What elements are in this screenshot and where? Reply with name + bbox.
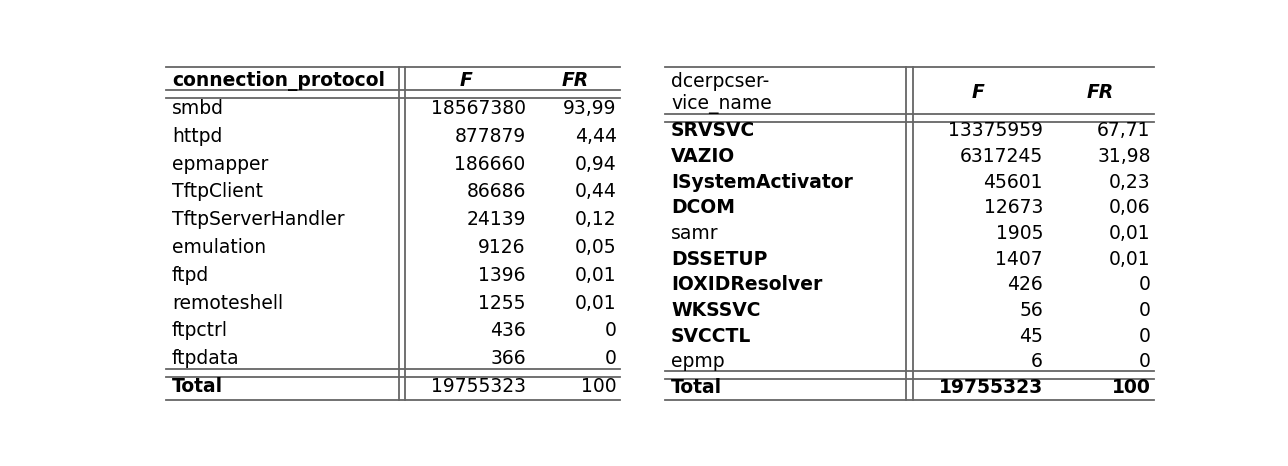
Text: 13375959: 13375959 xyxy=(948,121,1043,140)
Text: 0,06: 0,06 xyxy=(1109,199,1150,217)
Text: 18567380: 18567380 xyxy=(430,99,526,118)
Text: TftpServerHandler: TftpServerHandler xyxy=(173,210,345,229)
Text: httpd: httpd xyxy=(173,127,223,146)
Text: epmp: epmp xyxy=(671,352,725,371)
Text: 0,01: 0,01 xyxy=(1109,224,1150,243)
Text: 0,44: 0,44 xyxy=(574,182,617,201)
Text: 1396: 1396 xyxy=(478,266,526,285)
Text: 877879: 877879 xyxy=(455,127,526,146)
Text: 45: 45 xyxy=(1019,327,1043,346)
Text: ISystemActivator: ISystemActivator xyxy=(671,173,853,192)
Text: 12673: 12673 xyxy=(984,199,1043,217)
Text: SRVSVC: SRVSVC xyxy=(671,121,755,140)
Text: 100: 100 xyxy=(581,377,617,396)
Text: 0: 0 xyxy=(1139,352,1150,371)
Text: 31,98: 31,98 xyxy=(1097,147,1150,166)
Text: F: F xyxy=(460,71,473,90)
Text: ftpctrl: ftpctrl xyxy=(173,322,228,340)
Text: WKSSVC: WKSSVC xyxy=(671,301,761,320)
Text: F: F xyxy=(971,83,984,102)
Text: 67,71: 67,71 xyxy=(1097,121,1150,140)
Text: Total: Total xyxy=(671,378,723,397)
Text: 4,44: 4,44 xyxy=(574,127,617,146)
Text: 0,12: 0,12 xyxy=(574,210,617,229)
Text: 45601: 45601 xyxy=(984,173,1043,192)
Text: epmapper: epmapper xyxy=(173,155,268,173)
Text: 426: 426 xyxy=(1007,275,1043,295)
Text: SVCCTL: SVCCTL xyxy=(671,327,751,346)
Text: 0,01: 0,01 xyxy=(1109,250,1150,269)
Text: 56: 56 xyxy=(1019,301,1043,320)
Text: DCOM: DCOM xyxy=(671,199,735,217)
Text: dcerpcser-: dcerpcser- xyxy=(671,72,769,90)
Text: 436: 436 xyxy=(489,322,526,340)
Text: 24139: 24139 xyxy=(466,210,526,229)
Text: 93,99: 93,99 xyxy=(563,99,617,118)
Text: IOXIDResolver: IOXIDResolver xyxy=(671,275,823,295)
Text: vice_name: vice_name xyxy=(671,94,772,114)
Text: 0,23: 0,23 xyxy=(1109,173,1150,192)
Text: 366: 366 xyxy=(491,349,526,368)
Text: 0,01: 0,01 xyxy=(574,266,617,285)
Text: VAZIO: VAZIO xyxy=(671,147,735,166)
Text: FR: FR xyxy=(1087,83,1114,102)
Text: 0,01: 0,01 xyxy=(574,294,617,313)
Text: 0: 0 xyxy=(1139,327,1150,346)
Text: samr: samr xyxy=(671,224,719,243)
Text: 19755323: 19755323 xyxy=(939,378,1043,397)
Text: 0,05: 0,05 xyxy=(574,238,617,257)
Text: 19755323: 19755323 xyxy=(430,377,526,396)
Text: TftpClient: TftpClient xyxy=(173,182,263,201)
Text: smbd: smbd xyxy=(173,99,224,118)
Text: remoteshell: remoteshell xyxy=(173,294,283,313)
Text: 0: 0 xyxy=(1139,275,1150,295)
Text: 0: 0 xyxy=(1139,301,1150,320)
Text: 186660: 186660 xyxy=(455,155,526,173)
Text: emulation: emulation xyxy=(173,238,267,257)
Text: 0: 0 xyxy=(604,322,617,340)
Text: Total: Total xyxy=(173,377,223,396)
Text: ftpdata: ftpdata xyxy=(173,349,240,368)
Text: 9126: 9126 xyxy=(478,238,526,257)
Text: 0: 0 xyxy=(604,349,617,368)
Text: connection_protocol: connection_protocol xyxy=(173,70,385,90)
Text: 0,94: 0,94 xyxy=(574,155,617,173)
Text: ftpd: ftpd xyxy=(173,266,209,285)
Text: 1905: 1905 xyxy=(996,224,1043,243)
Text: 1407: 1407 xyxy=(996,250,1043,269)
Text: 6: 6 xyxy=(1032,352,1043,371)
Text: DSSETUP: DSSETUP xyxy=(671,250,768,269)
Text: 6317245: 6317245 xyxy=(960,147,1043,166)
Text: 86686: 86686 xyxy=(466,182,526,201)
Text: 1255: 1255 xyxy=(478,294,526,313)
Text: 100: 100 xyxy=(1112,378,1150,397)
Text: FR: FR xyxy=(562,71,589,90)
